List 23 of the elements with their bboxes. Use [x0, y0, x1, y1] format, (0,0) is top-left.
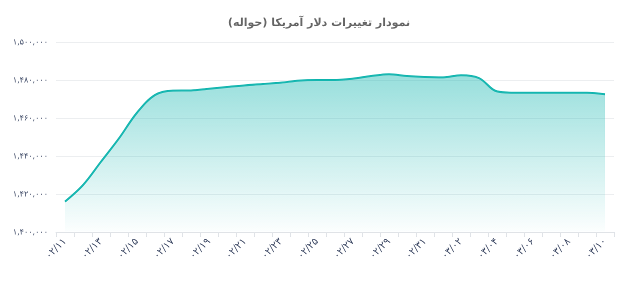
x-tick-label: ۰۲/۲۷: [332, 236, 358, 262]
x-tick-label: ۰۲/۲۳: [260, 236, 286, 262]
y-tick-label: ۱,۴۴۰,۰۰۰: [12, 152, 48, 160]
y-tick-label: ۱,۴۸۰,۰۰۰: [12, 76, 48, 84]
y-tick-label: ۱,۴۶۰,۰۰۰: [12, 114, 48, 122]
x-tick-label: ۰۲/۱۷: [152, 236, 178, 262]
x-tick-label: ۰۲/۳۱: [404, 236, 429, 262]
x-tick-label: ۰۲/۲۵: [296, 236, 321, 262]
x-tick-label: ۰۳/۱۰: [584, 236, 609, 262]
y-tick-label: ۱,۴۰۰,۰۰۰: [12, 228, 48, 236]
x-tick-label: ۰۲/۱۱: [44, 236, 69, 262]
x-tick-label: ۰۲/۲۹: [368, 236, 393, 262]
x-tick-label: ۰۳/۰۶: [512, 236, 537, 262]
x-tick-label: ۰۲/۱۳: [80, 236, 106, 262]
x-tick-label: ۰۳/۰۴: [476, 236, 501, 262]
x-tick-label: ۰۳/۰۲: [440, 236, 465, 262]
x-tick-label: ۰۳/۰۸: [548, 236, 574, 262]
x-tick-label: ۰۲/۱۹: [188, 236, 213, 262]
chart-title: نمودار تغییرات دلار آمریکا (حواله): [228, 15, 410, 29]
x-tick-label: ۰۲/۲۱: [224, 236, 249, 262]
y-tick-label: ۱,۵۰۰,۰۰۰: [12, 38, 48, 46]
x-tick-label: ۰۲/۱۵: [116, 236, 141, 262]
y-tick-label: ۱,۴۲۰,۰۰۰: [12, 190, 48, 198]
